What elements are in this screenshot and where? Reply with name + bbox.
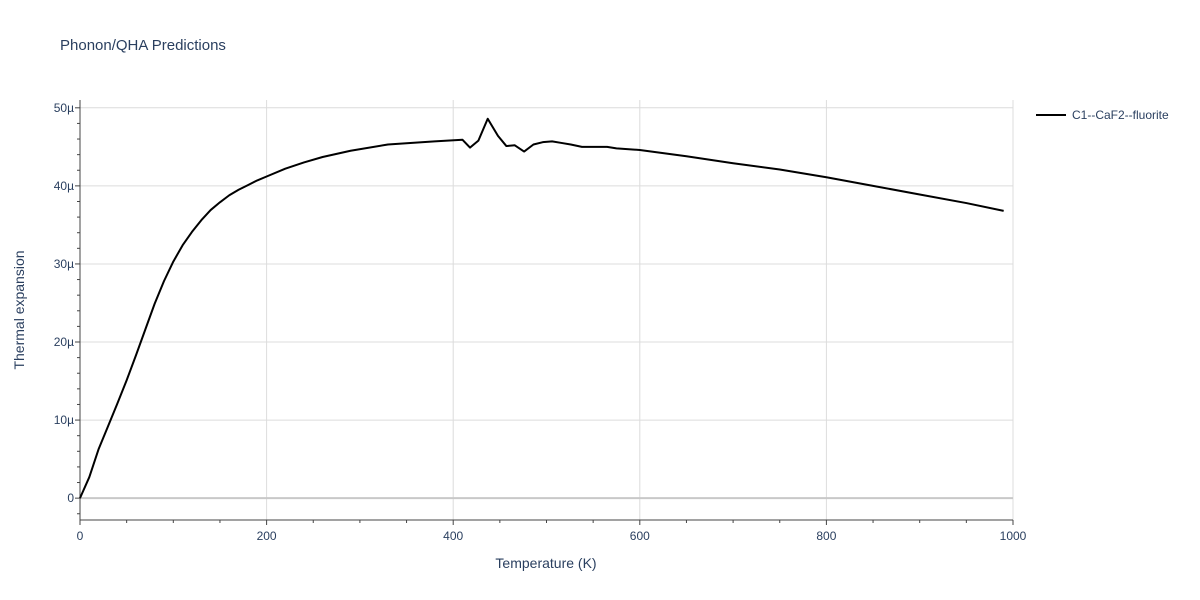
series-line	[79, 117, 1004, 499]
y-tick-label: 10µ	[54, 413, 74, 427]
y-tick-label: 50µ	[54, 101, 74, 115]
x-tick-label: 200	[257, 529, 277, 543]
y-axis-title: Thermal expansion	[11, 250, 27, 369]
x-tick-label: 800	[816, 529, 836, 543]
grid	[80, 100, 1014, 520]
axes: 0 200 400 600 800 1000 0 10µ 20µ 30µ 40µ 50µ	[54, 100, 1027, 543]
x-tick-label: 400	[443, 529, 463, 543]
legend-label: C1--CaF2--fluorite	[1072, 108, 1169, 122]
x-axis-title: Temperature (K)	[495, 555, 596, 571]
plot-area	[79, 117, 1004, 499]
x-tick-label: 0	[77, 529, 84, 543]
chart-title: Phonon/QHA Predictions	[60, 37, 226, 54]
y-tick-label: 20µ	[54, 335, 74, 349]
y-tick-label: 0	[67, 491, 74, 505]
y-tick-label: 40µ	[54, 179, 74, 193]
x-tick-label: 600	[630, 529, 650, 543]
x-tick-label: 1000	[1000, 529, 1027, 543]
legend[interactable]: C1--CaF2--fluorite	[1036, 108, 1169, 122]
y-tick-label: 30µ	[54, 257, 74, 271]
